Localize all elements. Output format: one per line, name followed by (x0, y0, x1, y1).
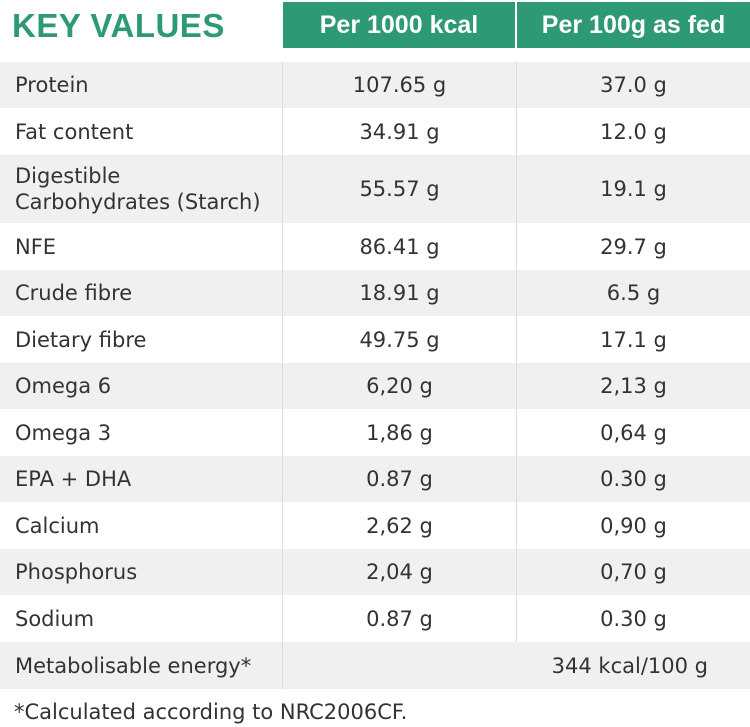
row-label: NFE (15, 234, 57, 259)
table-row: Fat content 34.91 g 12.0 g (0, 108, 750, 155)
value-per-100g: 19.1 g (600, 177, 667, 201)
page-title: KEY VALUES (12, 7, 225, 44)
value-per-100g: 0,90 g (600, 513, 667, 538)
value-per-1000-kcal: 2,62 g (366, 513, 433, 538)
row-label: Fat content (15, 119, 134, 144)
table-row: Sodium 0.87 g 0.30 g (0, 595, 750, 642)
value-per-1000-kcal: 2,04 g (366, 560, 433, 584)
value-per-1000-kcal: 55.57 g (359, 177, 440, 201)
table-row: Protein 107.65 g 37.0 g (0, 62, 750, 108)
value-per-100g: 12.0 g (600, 119, 667, 144)
value-per-1000-kcal: 49.75 g (359, 327, 440, 352)
key-values-table: Protein 107.65 g 37.0 g Fat content 34.9… (0, 62, 750, 689)
energy-value: 344 kcal/100 g (551, 653, 708, 678)
table-row: EPA + DHA 0.87 g 0.30 g (0, 456, 750, 502)
table-row: Digestible Carbohydrates (Starch) 55.57 … (0, 155, 750, 223)
row-label: Omega 3 (15, 420, 112, 445)
value-per-100g: 37.0 g (600, 73, 667, 97)
table-header: KEY VALUES Per 1000 kcal Per 100g as fed (0, 0, 750, 51)
value-per-100g: 0,70 g (600, 560, 667, 584)
row-label: Digestible Carbohydrates (Starch) (15, 164, 261, 214)
value-per-100g: 0.30 g (600, 467, 667, 491)
row-label: Sodium (15, 606, 95, 631)
table-row-energy: Metabolisable energy* 344 kcal/100 g (0, 642, 750, 689)
row-label: Crude fibre (15, 281, 133, 305)
value-per-1000-kcal: 0.87 g (366, 467, 433, 491)
column-header-per-1000-kcal: Per 1000 kcal (283, 2, 515, 48)
row-label: Calcium (15, 513, 100, 538)
value-per-1000-kcal: 18.91 g (359, 281, 440, 305)
table-row: Omega 3 1,86 g 0,64 g (0, 409, 750, 456)
table-row: Phosphorus 2,04 g 0,70 g (0, 549, 750, 595)
row-label: EPA + DHA (15, 467, 132, 491)
value-per-1000-kcal: 1,86 g (366, 420, 433, 445)
row-label: Omega 6 (15, 374, 112, 398)
table-row: Calcium 2,62 g 0,90 g (0, 502, 750, 549)
table-row: Crude fibre 18.91 g 6.5 g (0, 270, 750, 316)
row-label: Phosphorus (15, 560, 138, 584)
row-label: Metabolisable energy* (15, 653, 252, 678)
value-per-1000-kcal: 107.65 g (352, 73, 447, 97)
value-per-1000-kcal: 0.87 g (366, 606, 433, 631)
table-row: NFE 86.41 g 29.7 g (0, 223, 750, 270)
value-per-1000-kcal: 34.91 g (359, 119, 440, 144)
row-label: Dietary fibre (15, 327, 147, 352)
value-per-100g: 6.5 g (606, 281, 661, 305)
value-per-100g: 2,13 g (600, 374, 667, 398)
value-per-1000-kcal: 6,20 g (366, 374, 433, 398)
value-per-1000-kcal: 86.41 g (359, 234, 440, 259)
table-row: Dietary fibre 49.75 g 17.1 g (0, 316, 750, 363)
table-row: Omega 6 6,20 g 2,13 g (0, 363, 750, 409)
value-per-100g: 29.7 g (600, 234, 667, 259)
column-header-per-100g: Per 100g as fed (517, 2, 750, 48)
value-per-100g: 17.1 g (600, 327, 667, 352)
value-per-100g: 0.30 g (600, 606, 667, 631)
row-label: Protein (15, 73, 89, 97)
footnote: *Calculated according to NRC2006CF. (14, 700, 408, 724)
value-per-100g: 0,64 g (600, 420, 667, 445)
